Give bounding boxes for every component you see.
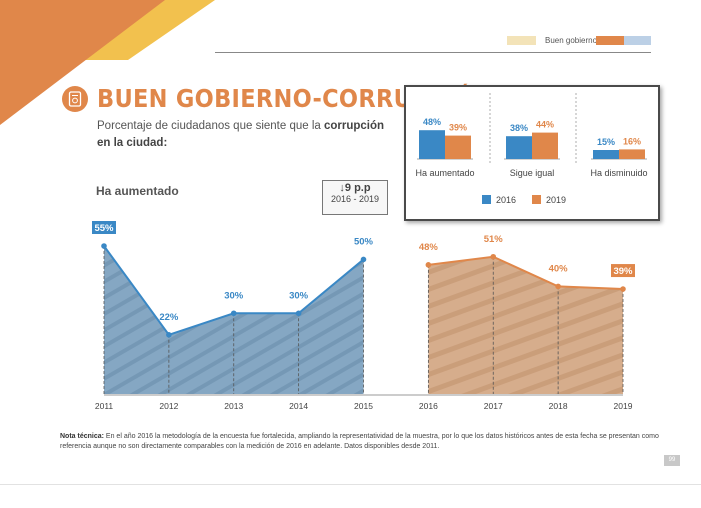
category-label: Ha disminuido	[590, 168, 647, 178]
x-tick-label: 2015	[354, 401, 373, 411]
header-swatch-orange	[596, 36, 624, 45]
bar	[619, 149, 645, 159]
x-tick-label: 2014	[289, 401, 308, 411]
data-point	[230, 310, 237, 317]
bar	[532, 132, 558, 159]
technical-note: Nota técnica: En el año 2016 la metodolo…	[60, 433, 659, 450]
footer-rule	[0, 484, 701, 485]
header-rule	[215, 52, 651, 53]
bar-value-label: 39%	[449, 123, 467, 133]
x-tick-label: 2017	[484, 401, 503, 411]
legend-label: 2016	[496, 195, 516, 205]
x-tick-label: 2013	[224, 401, 243, 411]
data-label: 50%	[354, 236, 374, 247]
legend-label: 2019	[546, 195, 566, 205]
bar-value-label: 15%	[597, 137, 615, 147]
series-line-2	[428, 255, 624, 291]
legend-swatch	[532, 195, 541, 204]
bar	[445, 135, 471, 159]
header-swatch-blue	[624, 36, 651, 45]
bar	[419, 130, 445, 159]
bar	[506, 136, 532, 159]
data-label: 39%	[613, 266, 633, 277]
category-label: Sigue igual	[510, 168, 555, 178]
bar-value-label: 16%	[623, 136, 641, 146]
data-point	[101, 243, 107, 249]
change-value: ↓9 p.p	[339, 182, 371, 194]
data-label-box	[92, 221, 116, 234]
data-point	[360, 256, 367, 263]
page-number: 99	[664, 455, 680, 466]
chart-subtitle: Porcentaje de ciudadanos que siente que …	[97, 120, 385, 149]
data-label: 55%	[94, 223, 114, 234]
legend-swatch	[482, 195, 491, 204]
x-tick-label: 2016	[419, 401, 438, 411]
change-box: ↓9 p.p 2016 - 2019	[322, 180, 388, 215]
x-tick-label: 2011	[95, 401, 114, 411]
data-point	[490, 253, 497, 260]
data-point	[166, 332, 172, 338]
area-fill-series-2	[428, 256, 623, 394]
bar-value-label: 44%	[536, 120, 554, 130]
corner-decoration	[0, 0, 215, 125]
data-point	[555, 283, 561, 290]
data-point	[425, 262, 432, 268]
data-label-box	[611, 264, 635, 278]
arrow-down-icon: ↓	[339, 182, 345, 194]
series-label: Ha aumentado	[96, 184, 179, 198]
data-label: 30%	[224, 290, 244, 301]
bar-value-label: 48%	[423, 117, 441, 127]
x-tick-label: 2012	[159, 401, 178, 411]
section-label: Buen gobierno	[545, 36, 598, 45]
data-label: 40%	[549, 263, 569, 274]
data-point	[295, 310, 302, 317]
main-area-chart: 55% 22% 30% 30% 50% 48% 51% 40% 39% 2011 2012 2013 2…	[92, 221, 635, 411]
bar	[593, 150, 619, 159]
data-label: 48%	[419, 242, 439, 253]
header-swatch-cream	[507, 36, 536, 45]
data-point	[620, 286, 626, 292]
x-tick-label: 2019	[614, 401, 633, 411]
bar-value-label: 38%	[510, 123, 528, 133]
category-label: Ha aumentado	[415, 168, 474, 178]
inset-bar-chart-box: 48% 39% Ha aumentado 38% 44% Sigue igual 15% 16…	[404, 85, 660, 221]
data-label: 22%	[159, 312, 179, 323]
inset-bar-chart: 48% 39% Ha aumentado 38% 44% Sigue igual 15% 16…	[415, 93, 648, 205]
data-label: 51%	[484, 234, 504, 245]
document-icon	[62, 86, 88, 112]
change-period: 2016 - 2019	[330, 194, 380, 204]
x-tick-label: 2018	[549, 401, 568, 411]
data-label: 30%	[289, 290, 309, 301]
